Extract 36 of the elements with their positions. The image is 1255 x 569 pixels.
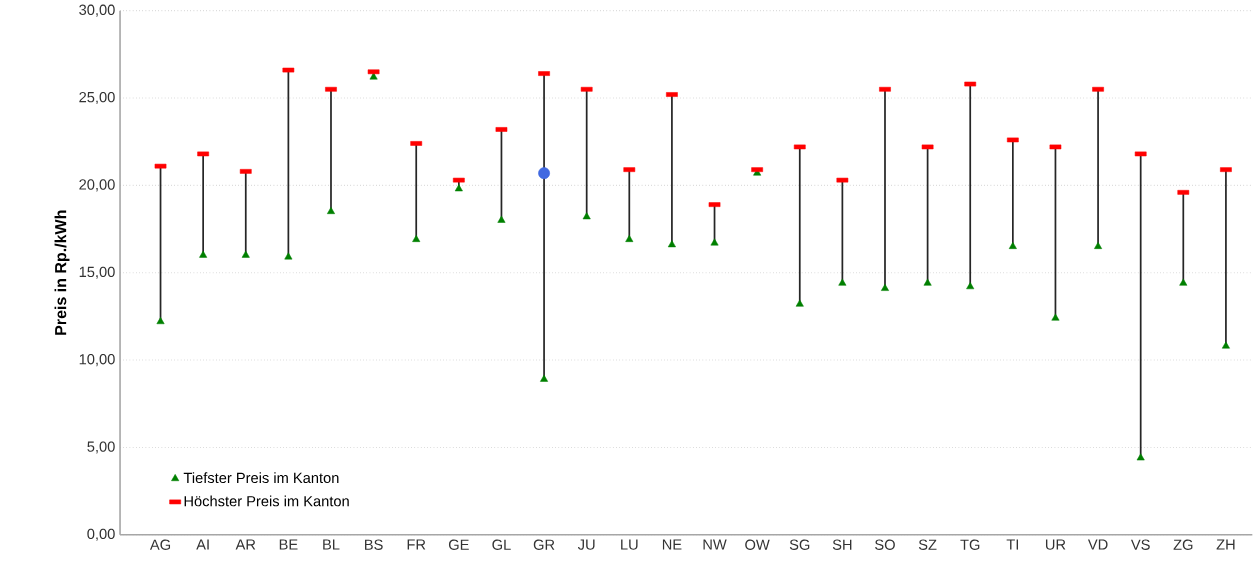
x-tick-label: FR (407, 539, 426, 550)
y-tick-label: 25,00 (79, 91, 115, 104)
x-tick-label: VS (1130, 539, 1150, 550)
x-tick-label: GL (492, 539, 511, 550)
x-tick-label: NW (703, 539, 727, 550)
x-tick-label: SH (832, 539, 852, 550)
y-axis-title: Preis in Rp./kWh (54, 210, 70, 335)
y-tick-label: 15,00 (79, 266, 115, 279)
x-tick-label: BL (323, 539, 340, 550)
y-tick-label: 30,00 (79, 4, 115, 17)
x-tick-label: NE (662, 539, 682, 550)
x-tick-label: BS (365, 539, 383, 550)
y-tick-label: 0,00 (87, 528, 115, 541)
legend-label: Tiefster Preis im Kanton (183, 472, 339, 483)
x-tick-label: GE (448, 539, 469, 550)
x-tick-label: TG (960, 539, 980, 550)
x-tick-label: SO (875, 539, 895, 550)
y-tick-label: 5,00 (87, 441, 115, 454)
x-tick-label: LU (621, 539, 638, 550)
x-tick-label: ZH (1216, 539, 1235, 550)
x-tick-label: GR (533, 539, 555, 550)
y-tick-label: 20,00 (79, 179, 115, 192)
x-tick-label: AG (149, 539, 171, 550)
x-tick-label: SG (789, 539, 810, 550)
x-tick-label: JU (577, 539, 595, 550)
x-tick-label: VD (1087, 539, 1108, 550)
x-tick-label: UR (1045, 539, 1066, 550)
x-tick-label: BE (279, 539, 298, 550)
x-tick-label: SZ (918, 539, 937, 550)
x-tick-label: ZG (1173, 539, 1193, 550)
x-tick-label: OW (745, 539, 770, 550)
legend-label: Höchster Preis im Kanton (184, 495, 349, 507)
y-tick-label: 10,00 (79, 353, 115, 366)
x-tick-label: AI (196, 539, 209, 550)
x-tick-label: TI (1006, 539, 1018, 550)
x-tick-label: AR (235, 539, 256, 550)
